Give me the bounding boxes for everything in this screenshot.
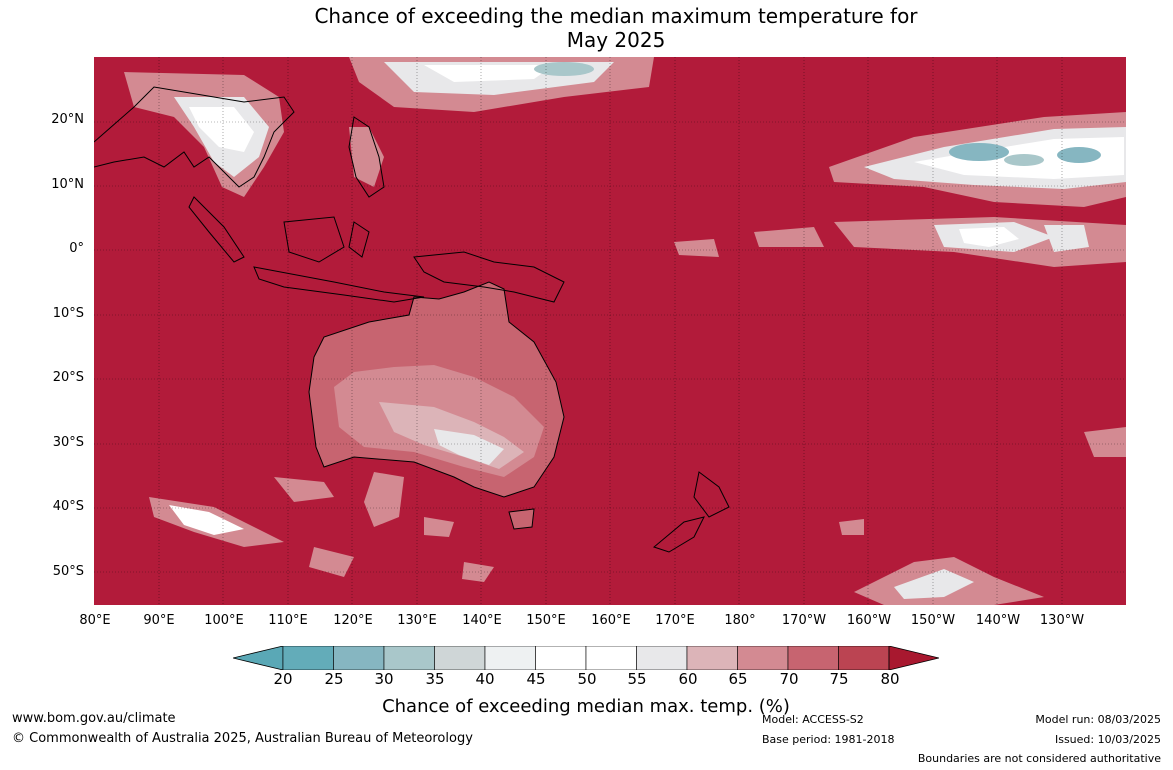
colorbar-cell [333,646,385,670]
colorbar-cell [434,646,486,670]
lat-label-10n: 10°N [51,177,84,192]
lat-label-20s: 20°S [52,370,84,385]
colorbar-tick-40: 40 [475,670,495,688]
colorbar-cell [787,646,839,670]
colorbar-cells [233,646,939,670]
lon-label-120e: 120°E [333,613,373,628]
lon-label-150w: 150°W [910,613,956,628]
footer-disclaimer: Boundaries are not considered authoritat… [917,752,1161,765]
east-pacific-anomaly [829,112,1126,207]
colorbar-cell [585,646,637,670]
lon-label-170e: 170°E [655,613,695,628]
north-pacific-anomaly [349,57,654,112]
lon-label-140w: 140°W [975,613,1021,628]
colorbar-tick-45: 45 [526,670,546,688]
new-guinea-indonesia-coastline [188,196,565,303]
philippines-coastline [348,116,385,198]
lat-label-40s: 40°S [52,499,84,514]
colorbar-cell [535,646,587,670]
colorbar-tick-55: 55 [627,670,647,688]
colorbar-tick-80: 80 [880,670,900,688]
colorbar-cell [636,646,688,670]
colorbar-tick-65: 65 [728,670,748,688]
colorbar-tick-70: 70 [779,670,799,688]
map-title-line1: Chance of exceeding the median maximum t… [314,4,918,28]
lat-label-20n: 20°N [51,112,84,127]
lon-label-130w: 130°W [1039,613,1085,628]
lon-label-80e: 80°E [79,613,111,628]
colorbar-extend-low [233,646,284,670]
southern-ocean-anomaly [149,427,1126,605]
southeast-asia-anomaly [124,72,284,197]
colorbar-cell [838,646,890,670]
colorbar [233,646,939,670]
colorbar-tick-75: 75 [829,670,849,688]
southeast-asia-coastline [94,86,295,188]
lon-label-110e: 110°E [268,613,308,628]
colorbar-tick-25: 25 [324,670,344,688]
colorbar-cell [686,646,738,670]
map-title-line2: May 2025 [566,28,666,52]
colorbar-tick-35: 35 [425,670,445,688]
lon-label-180: 180° [724,613,756,628]
colorbar-cell [282,646,334,670]
colorbar-tick-50: 50 [577,670,597,688]
colorbar-cell [484,646,536,670]
lat-label-10s: 10°S [52,306,84,321]
colorbar-extend-high [888,646,939,670]
lon-label-160w: 160°W [846,613,892,628]
lon-label-150e: 150°E [526,613,566,628]
lat-label-0: 0° [69,241,84,256]
footer-base-period: Base period: 1981-2018 [762,733,895,746]
footer-model: Model: ACCESS-S2 [762,713,864,726]
lon-label-160e: 160°E [591,613,631,628]
map-title: Chance of exceeding the median maximum t… [0,4,1173,52]
colorbar-label: Chance of exceeding median max. temp. (%… [382,696,790,717]
colorbar-tick-60: 60 [678,670,698,688]
footer-model-run: Model run: 08/03/2025 [1035,713,1161,726]
lat-label-50s: 50°S [52,564,84,579]
lon-label-140e: 140°E [462,613,502,628]
lon-label-100e: 100°E [204,613,244,628]
map-gridlines [94,57,1126,605]
equatorial-anomaly [674,217,1126,267]
footer-copyright: © Commonwealth of Australia 2025, Austra… [12,731,473,746]
colorbar-cell [737,646,789,670]
footer-website: www.bom.gov.au/climate [12,711,176,726]
lon-label-170w: 170°W [781,613,827,628]
colorbar-cell [383,646,435,670]
lon-label-90e: 90°E [143,613,175,628]
colorbar-tick-20: 20 [273,670,293,688]
philippines-anomaly [349,127,384,187]
footer-issued: Issued: 10/03/2025 [1054,733,1161,746]
lat-label-30s: 30°S [52,435,84,450]
australia-anomaly [308,281,565,530]
map-canvas [94,57,1126,605]
lon-label-130e: 130°E [397,613,437,628]
colorbar-tick-30: 30 [374,670,394,688]
probability-map [94,57,1126,605]
new-zealand-coastline [652,471,730,553]
